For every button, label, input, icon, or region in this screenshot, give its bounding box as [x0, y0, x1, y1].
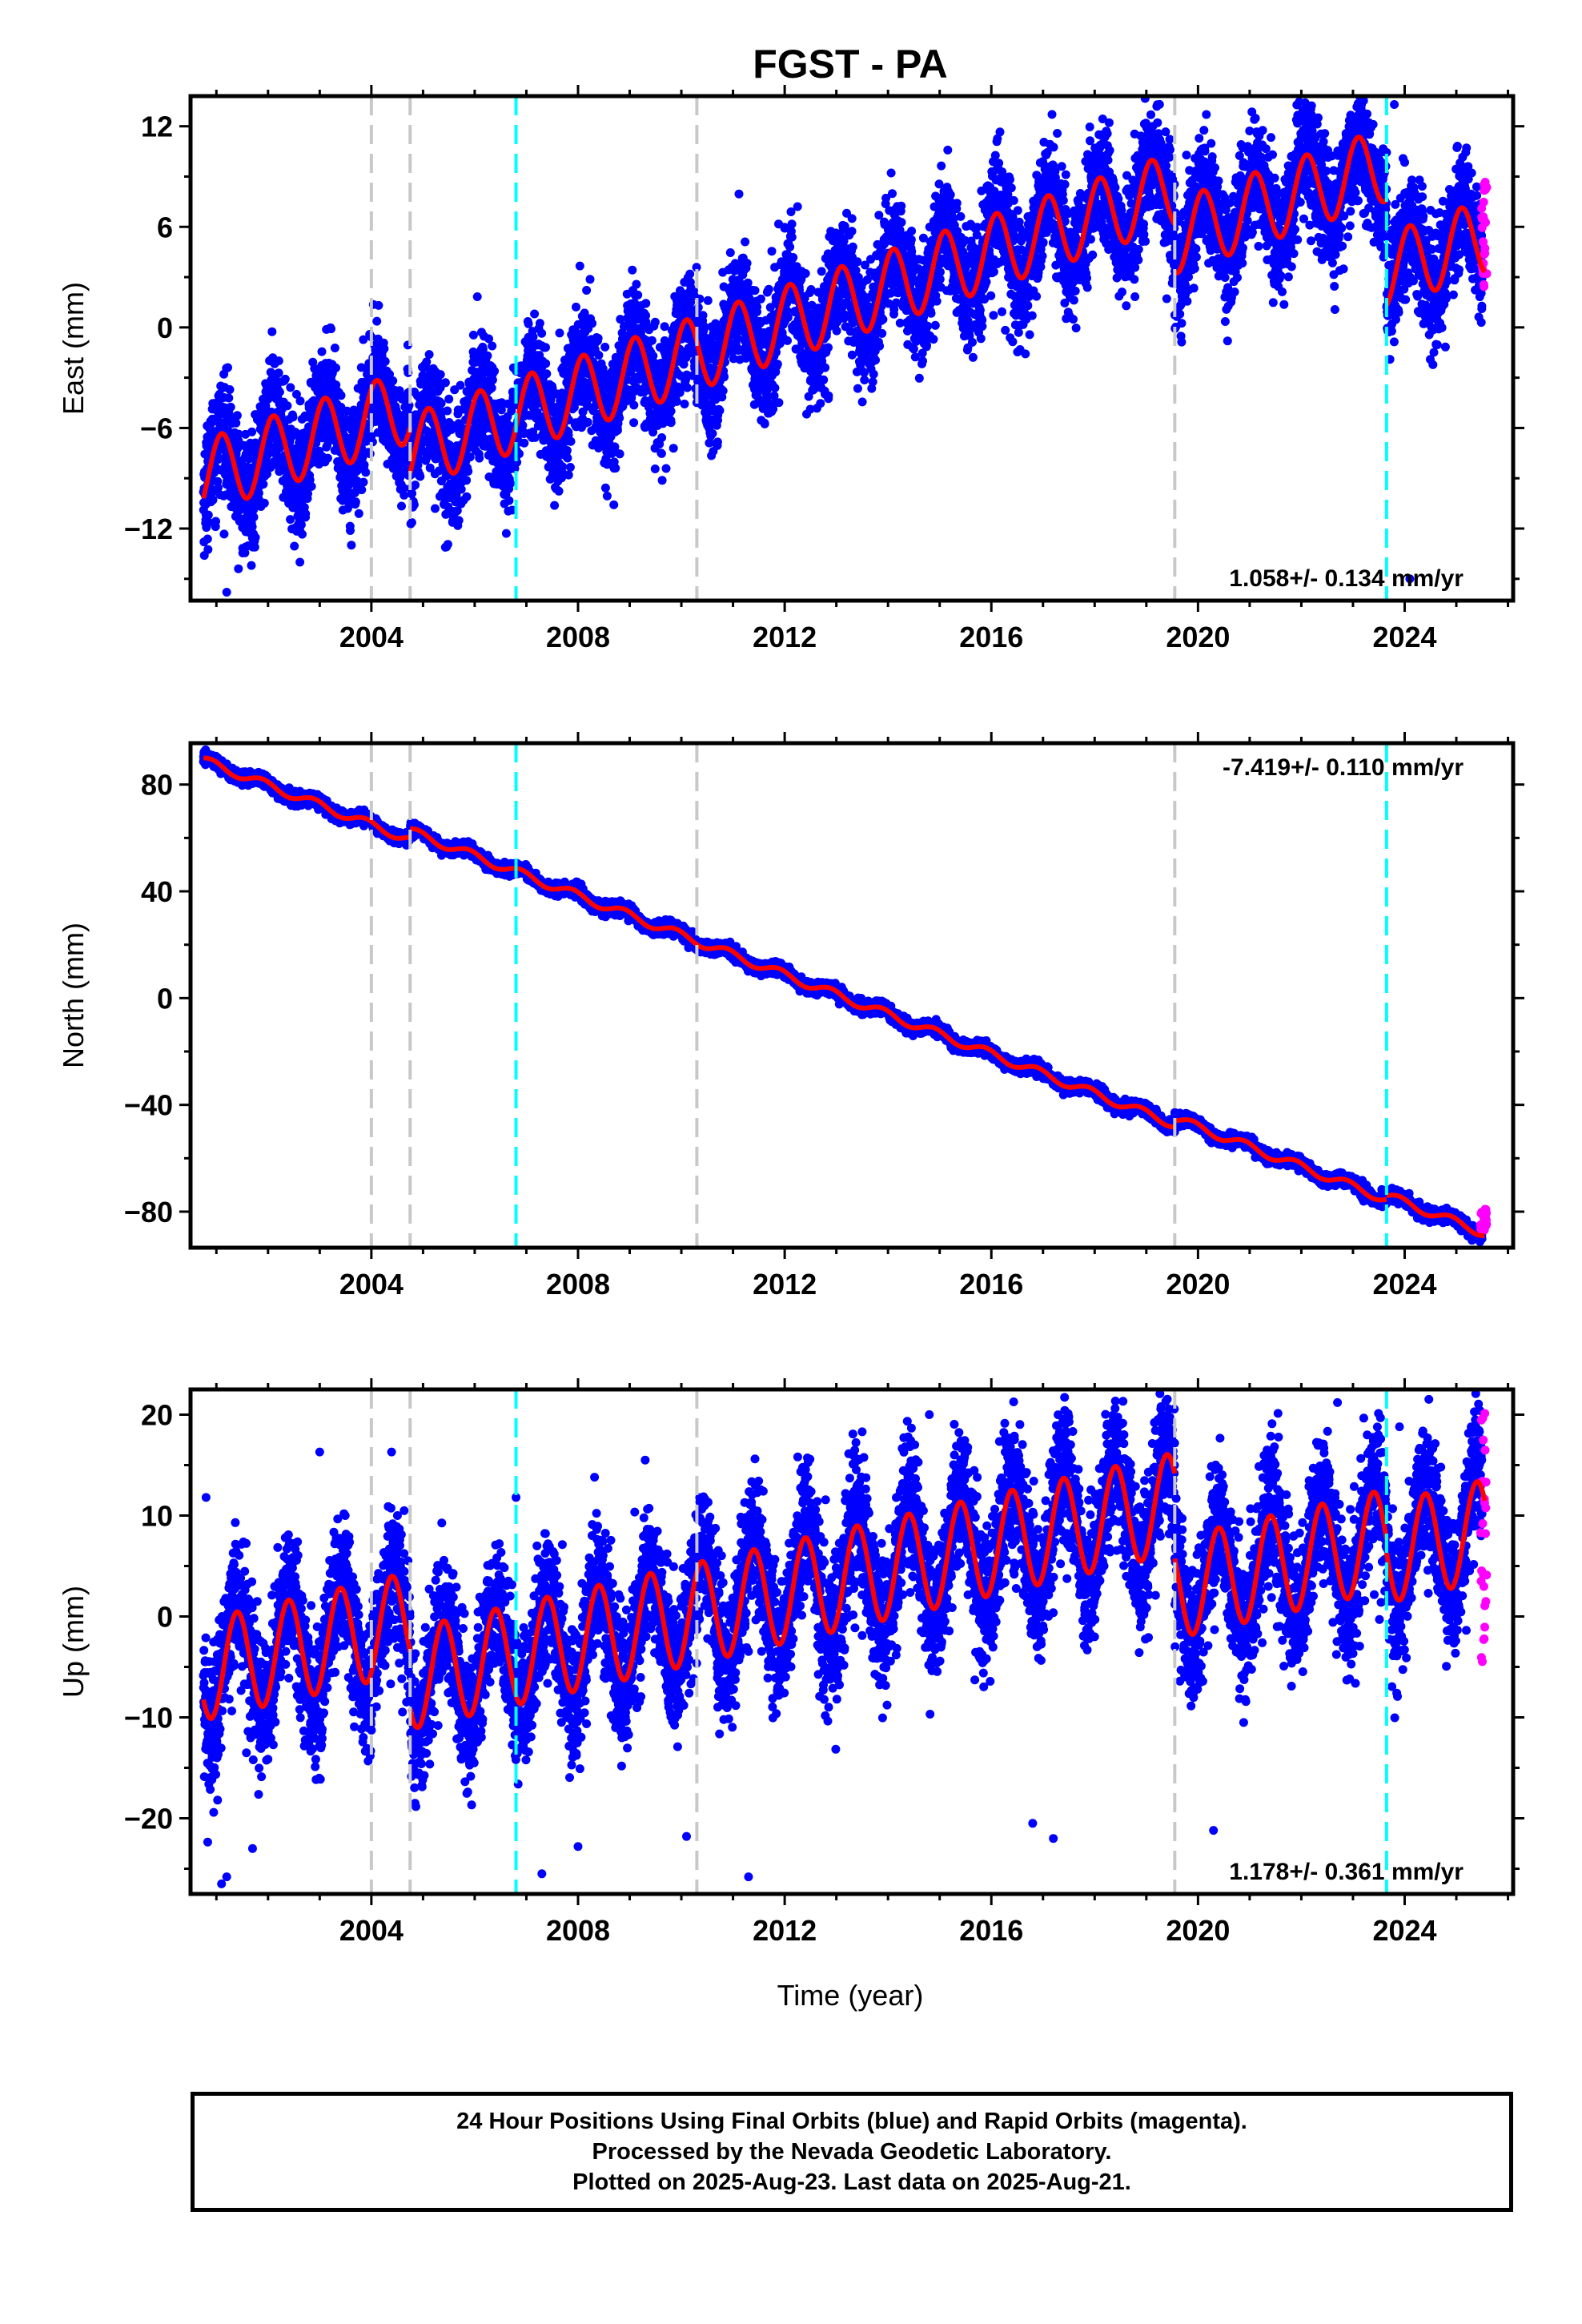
east-x-tick-label: 2004 [339, 621, 404, 653]
up-panel: 2004 2008 2012 2016 2020 2024 20 10 0 −10 −20 Up (m… [57, 1378, 1524, 1947]
east-final-orbit-points [199, 96, 1487, 573]
north-x-tick-label: 2008 [546, 1268, 610, 1301]
up-outlier-point-14 [201, 1493, 211, 1502]
north-x-tick-label: 2016 [959, 1268, 1023, 1301]
north-y-tick-label: 40 [141, 875, 173, 908]
up-y-axis-label: Up (mm) [57, 1586, 90, 1698]
east-rate-label: 1.058+/- 0.134 mm/yr [1229, 565, 1464, 592]
up-y-tick-label: −20 [124, 1803, 173, 1835]
north-x-tick-label: 2020 [1166, 1268, 1230, 1301]
up-x-tick-label: 2024 [1372, 1914, 1436, 1947]
footer-line-1: 24 Hour Positions Using Final Orbits (bl… [456, 2109, 1247, 2134]
up-frame [188, 1387, 1516, 1896]
east-frame [188, 94, 1516, 603]
up-x-tick-label: 2020 [1166, 1914, 1230, 1947]
north-model-fit-segment-0 [202, 755, 412, 841]
east-outlier-point-1 [222, 588, 231, 597]
east-x-tick-label: 2020 [1166, 621, 1230, 653]
up-rate-label: 1.178+/- 0.361 mm/yr [1229, 1859, 1464, 1885]
north-y-axis-label: North (mm) [57, 923, 90, 1068]
north-rapid-orbit-points [1476, 1204, 1492, 1235]
up-outlier-point-16 [1395, 1422, 1404, 1432]
north-plot-area [199, 745, 1492, 1247]
east-model-fit-segment-0 [201, 377, 413, 501]
up-outlier-point-15 [1209, 1826, 1219, 1835]
east-x-tick-label: 2012 [753, 621, 817, 653]
x-axis-label: Time (year) [777, 1979, 924, 2012]
up-outlier-point-13 [640, 1455, 650, 1465]
up-outlier-point-2 [537, 1869, 547, 1879]
up-outlier-point-17 [1436, 1462, 1446, 1472]
up-model-fit-segment-0 [201, 1574, 413, 1722]
up-outlier-point-6 [573, 1842, 583, 1852]
north-x-tick-label: 2004 [339, 1268, 404, 1301]
east-x-tick-label: 2016 [959, 621, 1023, 653]
footer-box: 24 Hour Positions Using Final Orbits (bl… [191, 2092, 1513, 2212]
north-x-tick-label: 2024 [1372, 1268, 1436, 1301]
footer-line-3: Plotted on 2025-Aug-23. Last data on 202… [572, 2169, 1131, 2195]
up-rapid-orbit-points [1476, 1409, 1492, 1667]
north-y-tick-label: 80 [141, 769, 173, 802]
footer-line-2: Processed by the Nevada Geodetic Laborat… [592, 2139, 1112, 2165]
east-y-tick-label: 12 [141, 111, 173, 143]
east-x-tick-label: 2008 [546, 621, 610, 653]
up-outlier-point-10 [857, 1427, 867, 1437]
up-y-tick-label: 20 [141, 1399, 173, 1432]
up-outlier-point-7 [247, 1844, 257, 1853]
east-model-fit-segment-1 [408, 157, 1177, 476]
up-x-tick-label: 2004 [339, 1914, 404, 1947]
up-outlier-point-1 [222, 1872, 231, 1882]
north-frame [188, 741, 1516, 1250]
north-model-fit-segment-1 [408, 826, 1176, 1130]
up-model-fit-segment-1 [408, 1452, 1178, 1731]
up-outlier-point-0 [217, 1879, 227, 1888]
up-y-tick-label: −10 [124, 1702, 173, 1735]
north-x-tick-label: 2012 [753, 1268, 817, 1301]
east-y-tick-label: −6 [140, 412, 173, 444]
east-rapid-orbit-points [1477, 178, 1492, 292]
up-outlier-point-11 [315, 1447, 324, 1457]
up-x-tick-label: 2016 [959, 1914, 1023, 1947]
up-model-fit-segment-3 [1383, 1479, 1488, 1603]
north-y-tick-label: −40 [124, 1089, 173, 1122]
up-y-tick-label: 10 [141, 1500, 173, 1533]
up-model-fit-segment-2 [1172, 1490, 1389, 1637]
east-panel: 2004 2008 2012 2016 2020 2024 12 6 0 −6 −12 East (m… [57, 85, 1524, 653]
up-x-tick-label: 2008 [546, 1914, 610, 1947]
north-model-fit-segment-2 [1173, 1117, 1388, 1203]
east-y-tick-label: 6 [157, 211, 173, 243]
east-model-fit-segment-2 [1173, 135, 1389, 275]
up-x-tick-label: 2012 [753, 1914, 817, 1947]
up-outlier-point-9 [1333, 1397, 1343, 1407]
up-plot-area [199, 1389, 1492, 1888]
north-rate-label: -7.419+/- 0.110 mm/yr [1223, 754, 1464, 781]
north-panel: 2004 2008 2012 2016 2020 2024 80 40 0 −40 −80 North… [57, 732, 1524, 1301]
up-outlier-point-5 [1028, 1819, 1038, 1828]
up-outlier-point-3 [744, 1872, 753, 1882]
up-outlier-point-8 [925, 1410, 934, 1419]
east-model-fit-segment-3 [1384, 205, 1487, 307]
east-y-axis-label: East (mm) [57, 282, 90, 415]
figure-title: FGST - PA [753, 42, 948, 86]
east-outlier-point-2 [1390, 99, 1399, 109]
east-outlier-point-0 [1405, 574, 1415, 584]
up-outlier-point-4 [1049, 1834, 1058, 1844]
east-y-tick-label: −12 [124, 513, 173, 545]
east-x-tick-label: 2024 [1372, 621, 1436, 653]
east-plot-area [199, 96, 1492, 597]
north-y-tick-label: −80 [124, 1196, 173, 1228]
up-outlier-point-12 [512, 1493, 521, 1502]
east-y-tick-label: 0 [157, 312, 173, 344]
north-y-tick-label: 0 [157, 982, 173, 1015]
east-outlier-point-3 [1142, 122, 1151, 131]
up-outlier-point-18 [682, 1831, 691, 1841]
north-model-fit-segment-3 [1385, 1192, 1487, 1239]
up-y-tick-label: 0 [157, 1601, 173, 1634]
